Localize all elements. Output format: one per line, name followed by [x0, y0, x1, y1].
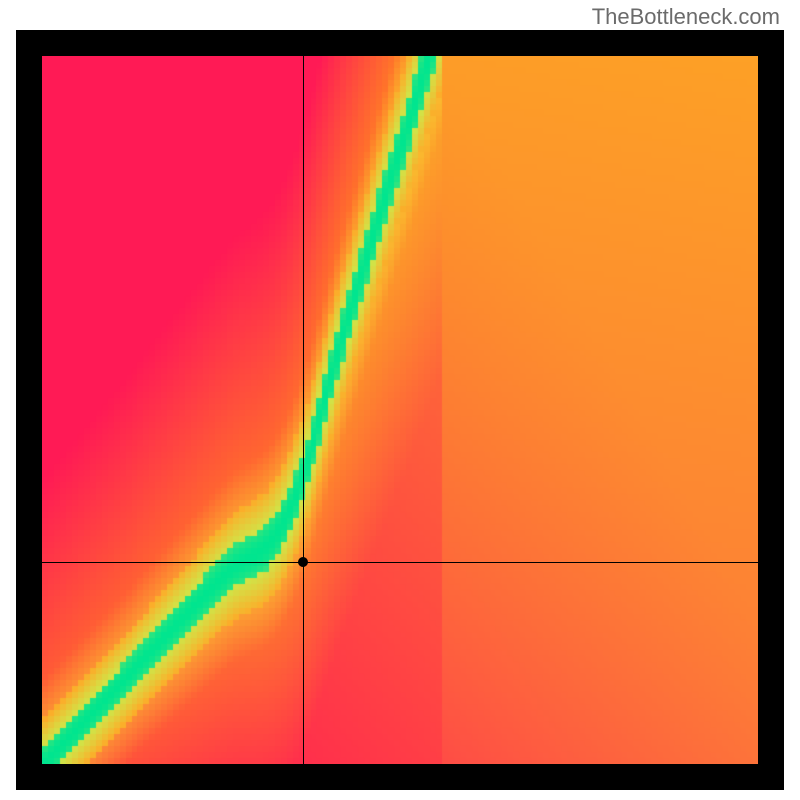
- bottleneck-heatmap: [42, 56, 758, 764]
- crosshair-vertical: [303, 56, 304, 764]
- chart-container: TheBottleneck.com: [0, 0, 800, 800]
- watermark-text: TheBottleneck.com: [592, 4, 780, 30]
- crosshair-horizontal: [42, 562, 758, 563]
